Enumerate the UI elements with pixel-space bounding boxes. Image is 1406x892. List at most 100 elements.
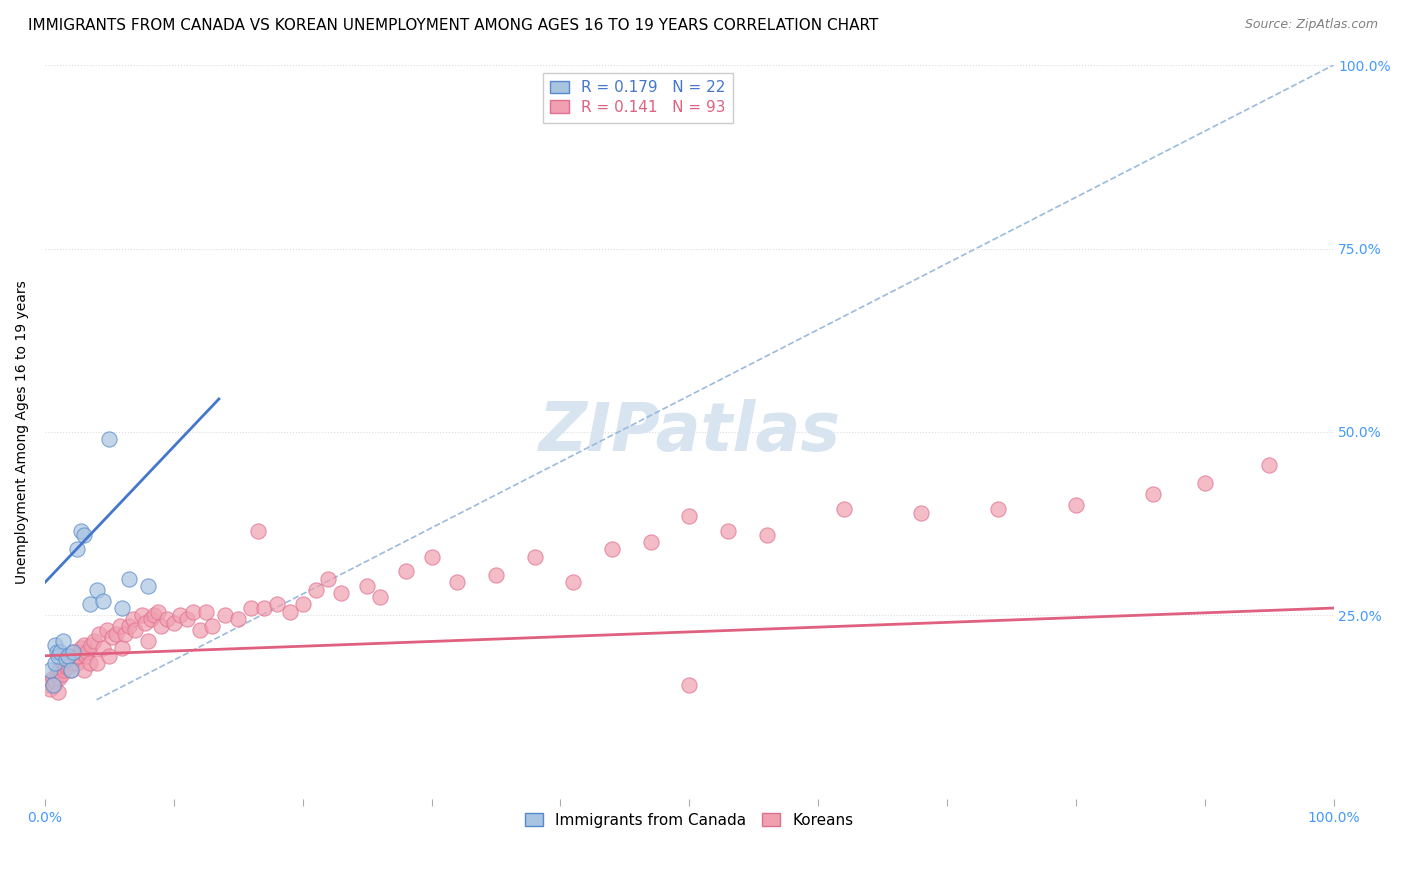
- Point: [48, 671, 70, 685]
- Point: [69, 645, 91, 659]
- Text: ZIPatlas: ZIPatlas: [538, 399, 841, 465]
- Point: [111, 601, 134, 615]
- Text: IMMIGRANTS FROM CANADA VS KOREAN UNEMPLOYMENT AMONG AGES 16 TO 19 YEARS CORRELAT: IMMIGRANTS FROM CANADA VS KOREAN UNEMPLO…: [28, 18, 879, 33]
- Point: [59, 664, 82, 678]
- Point: [118, 572, 141, 586]
- Point: [62, 645, 84, 659]
- Point: [253, 601, 276, 615]
- Point: [55, 652, 77, 666]
- Point: [124, 623, 146, 637]
- Point: [176, 612, 198, 626]
- Point: [143, 608, 166, 623]
- Point: [72, 664, 94, 678]
- Point: [278, 605, 301, 619]
- Point: [1064, 499, 1087, 513]
- Point: [640, 535, 662, 549]
- Point: [136, 634, 159, 648]
- Point: [240, 601, 263, 615]
- Point: [987, 502, 1010, 516]
- Point: [70, 641, 93, 656]
- Point: [755, 527, 778, 541]
- Point: [717, 524, 740, 538]
- Point: [96, 623, 118, 637]
- Point: [98, 432, 121, 446]
- Point: [53, 664, 76, 678]
- Point: [98, 648, 121, 663]
- Point: [45, 645, 67, 659]
- Point: [86, 656, 108, 670]
- Point: [139, 612, 162, 626]
- Point: [832, 502, 855, 516]
- Point: [70, 524, 93, 538]
- Point: [62, 645, 84, 659]
- Point: [56, 656, 79, 670]
- Point: [330, 586, 353, 600]
- Point: [87, 626, 110, 640]
- Point: [37, 678, 59, 692]
- Point: [63, 648, 86, 663]
- Point: [134, 615, 156, 630]
- Point: [56, 659, 79, 673]
- Point: [72, 527, 94, 541]
- Point: [67, 648, 90, 663]
- Point: [678, 678, 700, 692]
- Point: [39, 681, 62, 696]
- Point: [58, 652, 80, 666]
- Point: [163, 615, 186, 630]
- Point: [318, 572, 340, 586]
- Point: [291, 598, 314, 612]
- Y-axis label: Unemployment Among Ages 16 to 19 years: Unemployment Among Ages 16 to 19 years: [15, 280, 30, 584]
- Point: [59, 664, 82, 678]
- Point: [678, 509, 700, 524]
- Point: [356, 579, 378, 593]
- Point: [156, 612, 179, 626]
- Point: [910, 506, 932, 520]
- Point: [66, 542, 89, 557]
- Point: [181, 605, 204, 619]
- Point: [44, 638, 66, 652]
- Point: [108, 619, 131, 633]
- Point: [1194, 476, 1216, 491]
- Point: [169, 608, 191, 623]
- Point: [80, 638, 103, 652]
- Point: [1258, 458, 1281, 472]
- Point: [42, 678, 65, 692]
- Point: [118, 619, 141, 633]
- Point: [86, 582, 108, 597]
- Point: [41, 671, 63, 685]
- Point: [66, 656, 89, 670]
- Point: [104, 626, 127, 640]
- Point: [51, 667, 73, 681]
- Point: [46, 664, 69, 678]
- Point: [188, 623, 211, 637]
- Point: [72, 638, 94, 652]
- Point: [1142, 487, 1164, 501]
- Point: [446, 575, 468, 590]
- Point: [52, 634, 75, 648]
- Point: [79, 598, 101, 612]
- Point: [131, 608, 153, 623]
- Point: [101, 631, 124, 645]
- Text: Source: ZipAtlas.com: Source: ZipAtlas.com: [1244, 18, 1378, 31]
- Point: [39, 664, 62, 678]
- Point: [523, 549, 546, 564]
- Point: [46, 648, 69, 663]
- Point: [55, 659, 77, 673]
- Point: [46, 685, 69, 699]
- Point: [91, 593, 114, 607]
- Point: [201, 619, 224, 633]
- Point: [83, 634, 105, 648]
- Point: [49, 664, 72, 678]
- Point: [149, 619, 172, 633]
- Point: [266, 598, 288, 612]
- Point: [44, 656, 66, 670]
- Point: [214, 608, 236, 623]
- Point: [41, 674, 63, 689]
- Point: [114, 626, 136, 640]
- Point: [420, 549, 443, 564]
- Point: [121, 612, 143, 626]
- Point: [44, 674, 66, 689]
- Point: [79, 656, 101, 670]
- Point: [136, 579, 159, 593]
- Point: [246, 524, 269, 538]
